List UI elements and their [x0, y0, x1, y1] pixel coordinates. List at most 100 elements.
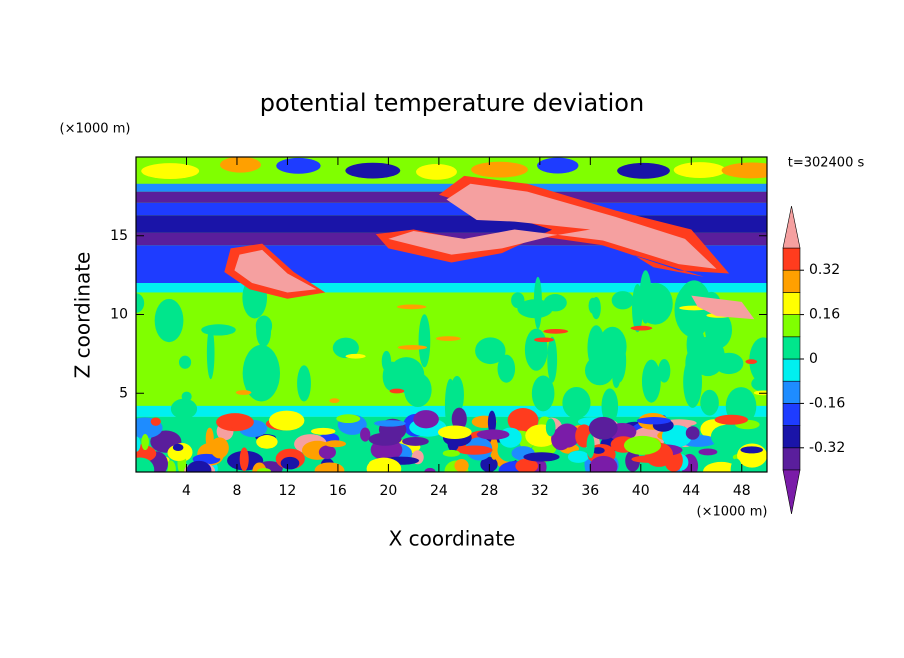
x-tick-label: 16 [329, 483, 347, 499]
field-patch [141, 433, 149, 451]
field-band [136, 202, 767, 216]
field-patch [268, 410, 305, 431]
field-patch [345, 162, 401, 179]
field-patch [523, 452, 560, 462]
field-patch [256, 467, 272, 472]
colorbar-box [782, 292, 801, 315]
x-axis-label: X coordinate [389, 527, 516, 551]
field-patch [636, 417, 671, 425]
field-patch [314, 462, 345, 472]
colorbar: -0.32 -0.16 0 0.16 0.32 [782, 205, 845, 515]
field-patch [475, 337, 506, 365]
colorbar-label: -0.16 [809, 395, 845, 411]
field-patch [201, 324, 236, 336]
field-patch [456, 445, 493, 455]
colorbar-box [782, 336, 801, 360]
field [136, 157, 767, 472]
chart-title: potential temperature deviation [260, 89, 644, 117]
field-patch [700, 389, 719, 416]
y-tick-label: 10 [110, 307, 128, 323]
field-patch [336, 414, 361, 424]
field-patch [450, 375, 464, 414]
field-patch [167, 444, 190, 461]
field-patch [397, 345, 428, 350]
field-patch [686, 325, 705, 365]
x-tick-label: 20 [379, 483, 397, 499]
field-patch [235, 390, 252, 395]
field-patch [442, 449, 460, 457]
colorbar-extend-high [782, 205, 801, 249]
field-patch [210, 437, 229, 459]
field-patch [639, 270, 652, 324]
field-patch [416, 163, 457, 180]
field-patch [589, 455, 618, 472]
x-tick-label: 28 [480, 483, 498, 499]
colorbar-label: 0.32 [809, 262, 840, 278]
colorbar-box [782, 314, 801, 338]
field-patch [551, 427, 572, 451]
field-patch [388, 183, 717, 269]
field-patch [489, 437, 499, 460]
field-patch [154, 298, 184, 343]
field-patch [332, 337, 359, 359]
field-patch [345, 353, 366, 359]
x-tick-label: 4 [182, 483, 191, 499]
field-patch [611, 338, 627, 383]
field-patch [658, 359, 671, 383]
field-patch [280, 456, 300, 470]
field-patch [186, 460, 212, 472]
colorbar-box [782, 358, 801, 382]
field-patch [172, 443, 184, 452]
field-patch [745, 359, 758, 365]
field-patch [396, 304, 427, 310]
field-patch [276, 157, 321, 174]
field-patch [611, 291, 634, 310]
field-patch [749, 337, 767, 384]
field-patch [476, 429, 510, 440]
field-patch [181, 391, 192, 402]
colorbar-box [782, 247, 801, 271]
time-label: t=302400 s [788, 156, 865, 171]
field-patch [547, 336, 558, 383]
field-patch [424, 467, 436, 472]
field-band [136, 283, 767, 293]
field-patch [170, 398, 198, 420]
colorbar-label: 0.16 [809, 307, 840, 323]
field-patch [381, 350, 392, 372]
field-patch [588, 297, 598, 314]
field-patch [141, 163, 200, 179]
colorbar-extend-low [782, 469, 801, 515]
field-patch [230, 417, 244, 431]
colorbar-box [782, 269, 801, 293]
x-tick-label: 48 [733, 483, 751, 499]
field-patch [545, 418, 556, 437]
field-patch [617, 162, 670, 179]
y-axis-label: Z coordinate [71, 252, 95, 379]
colorbar-box [782, 425, 801, 449]
colorbar-label: 0 [809, 351, 818, 367]
field-patch [567, 450, 589, 463]
field-patch [404, 372, 432, 408]
y-unit: (×1000 m) [60, 122, 131, 137]
field-patch [524, 328, 548, 371]
field-patch [562, 386, 591, 419]
colorbar-label: -0.32 [809, 440, 845, 456]
field-patch [487, 410, 497, 435]
field-patch [234, 249, 317, 293]
field-patch [368, 432, 402, 446]
field-patch [136, 293, 145, 313]
field-patch [517, 299, 553, 319]
field-patch [630, 325, 653, 331]
field-patch [324, 440, 347, 448]
field-patch [584, 355, 615, 386]
field-patch [242, 344, 281, 402]
field-patch [318, 445, 336, 460]
field-patch [239, 447, 249, 472]
field-patch [206, 326, 215, 380]
field-patch [451, 407, 467, 431]
field-patch [256, 315, 272, 347]
field-patch [586, 433, 595, 459]
field-patch [534, 337, 554, 343]
field-patch [297, 365, 311, 402]
field-patch [497, 354, 516, 383]
